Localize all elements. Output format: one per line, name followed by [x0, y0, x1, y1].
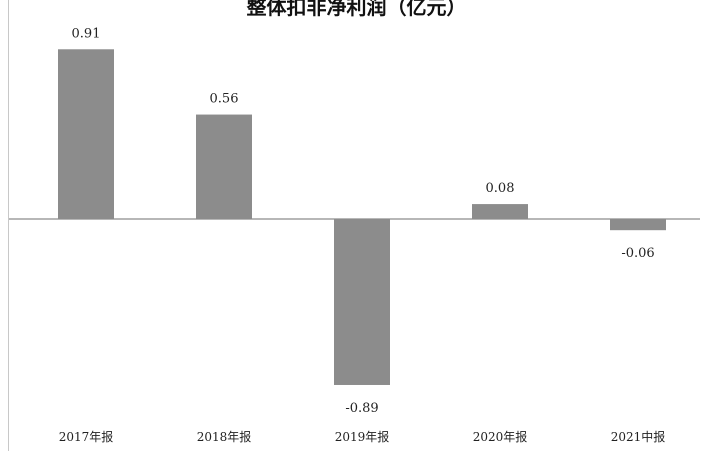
category-label-3: 2020年报	[473, 429, 528, 444]
bar-0	[58, 49, 114, 219]
value-label-3: 0.08	[486, 181, 515, 196]
category-label-4: 2021中报	[611, 429, 666, 444]
category-label-0: 2017年报	[59, 429, 114, 444]
value-label-4: -0.06	[621, 246, 654, 261]
bar-2	[334, 219, 390, 385]
value-label-1: 0.56	[210, 92, 239, 107]
value-labels-group: 0.91 0.56 -0.89 0.08 -0.06	[72, 26, 655, 416]
category-label-1: 2018年报	[197, 429, 252, 444]
bar-3	[472, 204, 528, 219]
value-label-2: -0.89	[345, 401, 378, 416]
category-labels-group: 2017年报 2018年报 2019年报 2020年报 2021中报	[59, 429, 666, 444]
value-label-0: 0.91	[72, 26, 101, 41]
bar-4	[610, 219, 666, 231]
chart-left-border	[8, 0, 9, 451]
bar-1	[196, 114, 252, 219]
chart-title: 整体扣非净利润（亿元）	[246, 0, 467, 19]
category-label-2: 2019年报	[335, 429, 390, 444]
bars-group	[58, 49, 666, 385]
